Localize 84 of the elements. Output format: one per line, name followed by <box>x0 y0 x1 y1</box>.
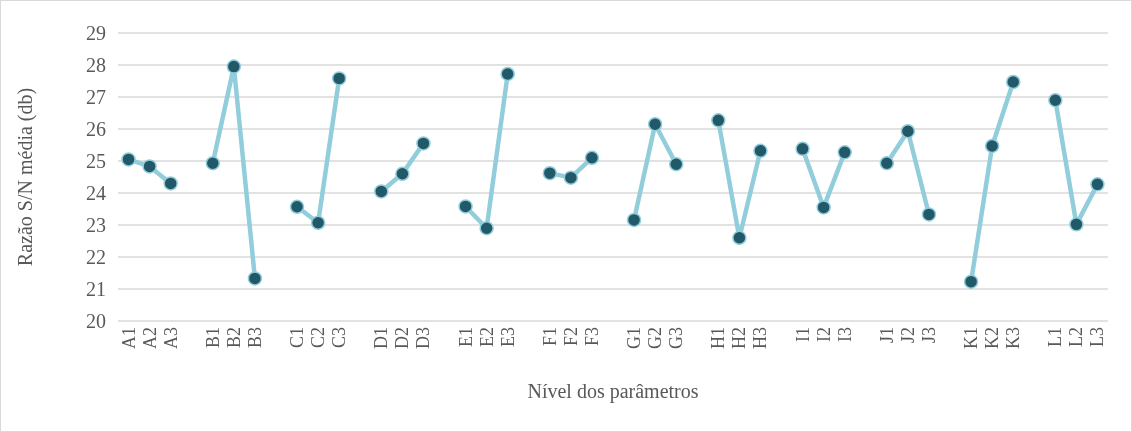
point <box>331 71 347 86</box>
x-tick-label: I1 <box>792 327 813 342</box>
point <box>458 199 473 214</box>
point <box>374 184 389 199</box>
x-tick-label: A1 <box>118 327 139 349</box>
point <box>289 199 305 215</box>
point <box>626 212 642 228</box>
y-tick-label: 29 <box>86 22 106 44</box>
x-tick-label: B3 <box>244 327 265 349</box>
x-tick-label: L2 <box>1066 327 1087 347</box>
x-tick-label: C3 <box>329 327 350 349</box>
point <box>500 66 515 82</box>
y-axis-title: Razão S/N média (db) <box>14 87 37 267</box>
x-tick-label: E2 <box>476 327 497 347</box>
x-tick-label: H2 <box>729 327 750 349</box>
point <box>816 200 831 215</box>
y-tick-label: 27 <box>86 86 106 108</box>
x-tick-label: K1 <box>961 327 982 349</box>
point <box>795 141 810 157</box>
point <box>668 156 684 172</box>
x-tick-label: H1 <box>708 327 729 349</box>
point <box>963 274 979 289</box>
x-tick-label: L1 <box>1045 327 1066 347</box>
point <box>1005 74 1021 90</box>
point <box>205 155 221 171</box>
x-tick-label: K3 <box>1003 327 1024 349</box>
x-tick-label: D2 <box>392 327 413 349</box>
point <box>395 166 410 182</box>
y-tick-label: 25 <box>86 150 106 172</box>
x-tick-label: H3 <box>750 327 771 349</box>
y-tick-label: 26 <box>86 118 106 140</box>
y-tick-label: 20 <box>86 310 106 332</box>
x-tick-label: K2 <box>982 327 1003 349</box>
x-tick-label: J1 <box>876 327 897 344</box>
point <box>921 207 937 222</box>
point <box>732 230 747 246</box>
x-tick-label: D1 <box>371 327 392 349</box>
point <box>647 116 663 132</box>
point <box>984 138 1000 154</box>
point <box>584 150 600 166</box>
point <box>121 152 136 167</box>
point <box>879 155 895 171</box>
y-tick-label: 21 <box>86 278 106 300</box>
x-tick-label: C1 <box>287 327 308 349</box>
point <box>226 59 242 74</box>
point <box>247 271 263 286</box>
x-tick-label: F2 <box>560 327 581 347</box>
x-tick-label: G1 <box>624 327 645 349</box>
x-tick-label: J3 <box>918 327 939 344</box>
x-axis-title: Nível dos parâmetros <box>527 380 699 403</box>
point <box>310 215 326 231</box>
x-tick-label: F3 <box>581 327 602 347</box>
x-tick-label: G2 <box>645 327 666 349</box>
y-tick-label: 22 <box>86 246 106 268</box>
x-tick-label: F1 <box>539 327 560 347</box>
x-tick-label: G3 <box>666 327 687 349</box>
x-tick-label: I3 <box>834 327 855 342</box>
x-tick-label: D3 <box>413 327 434 349</box>
x-tick-label: I2 <box>813 327 834 342</box>
x-tick-label: E3 <box>497 327 518 347</box>
point <box>542 165 558 181</box>
x-tick-label: B2 <box>223 327 244 349</box>
point <box>1090 177 1105 192</box>
x-tick-label: E1 <box>455 327 476 347</box>
x-tick-label: B1 <box>202 327 223 349</box>
point <box>563 170 579 185</box>
y-tick-label: 28 <box>86 54 106 76</box>
point <box>711 113 726 128</box>
y-tick-label: 23 <box>86 214 106 236</box>
point <box>479 220 494 236</box>
point <box>1069 217 1084 232</box>
point <box>142 159 157 174</box>
x-tick-label: A3 <box>160 327 181 349</box>
y-tick-label: 24 <box>86 182 106 204</box>
x-tick-label: A2 <box>139 327 160 349</box>
point <box>837 145 852 160</box>
point <box>753 143 768 159</box>
point <box>163 176 178 191</box>
point <box>900 123 916 139</box>
x-tick-label: L3 <box>1087 327 1108 347</box>
x-tick-label: C2 <box>308 327 329 349</box>
point <box>416 136 431 151</box>
x-tick-label: J2 <box>897 327 918 344</box>
point <box>1048 92 1063 108</box>
